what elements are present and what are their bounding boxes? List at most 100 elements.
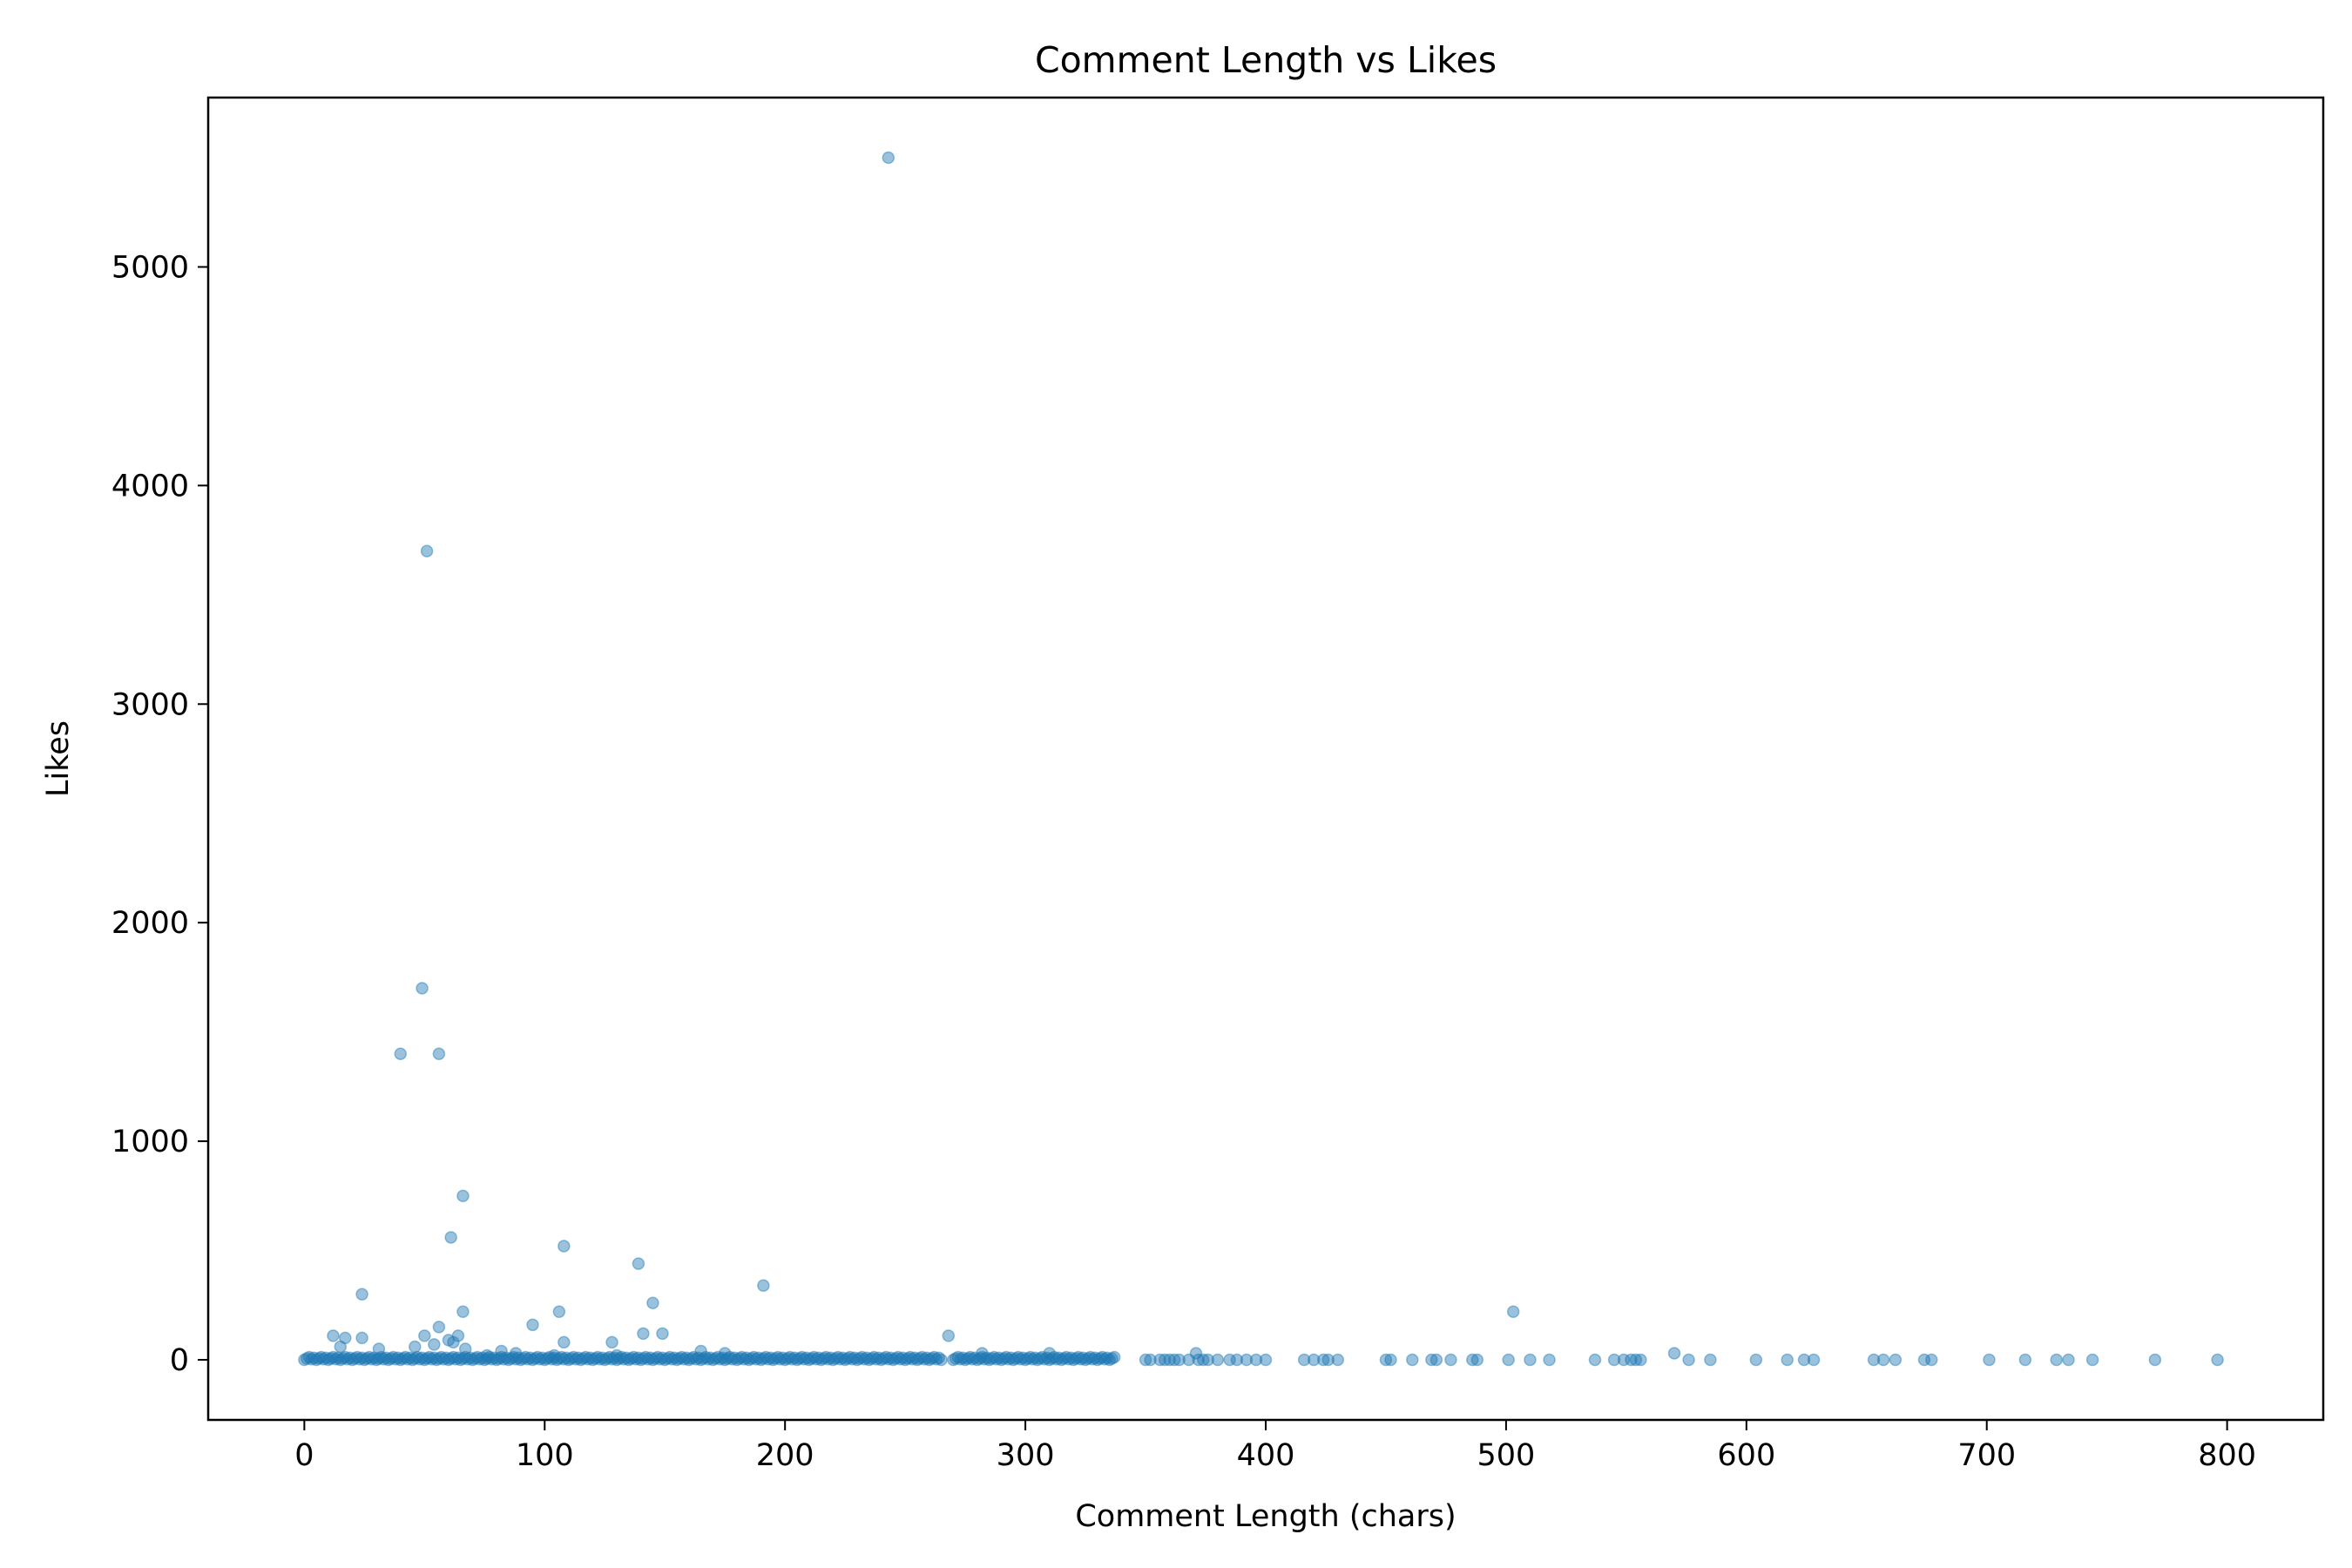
data-point	[1223, 1353, 1236, 1367]
data-point	[507, 1350, 520, 1364]
data-point	[581, 1352, 595, 1366]
data-point	[509, 1352, 523, 1366]
data-point	[442, 1353, 456, 1367]
data-point	[1876, 1353, 1890, 1367]
data-point	[488, 1351, 501, 1364]
data-point	[629, 1352, 643, 1366]
data-point	[627, 1350, 640, 1364]
data-point	[384, 1352, 397, 1365]
data-point	[608, 1351, 621, 1364]
data-point	[872, 1351, 886, 1364]
data-point	[675, 1350, 688, 1364]
data-point	[846, 1352, 859, 1366]
data-point	[545, 1352, 558, 1366]
data-point	[891, 1350, 905, 1364]
data-point	[1384, 1353, 1397, 1367]
x-tick-label: 800	[2198, 1438, 2256, 1473]
data-point	[499, 1351, 513, 1364]
data-point	[1379, 1353, 1393, 1367]
data-point	[992, 1351, 1005, 1364]
data-point	[841, 1352, 855, 1365]
data-point	[353, 1352, 367, 1366]
data-point	[509, 1347, 523, 1360]
data-point	[798, 1352, 811, 1366]
data-point	[1502, 1353, 1515, 1367]
data-point	[308, 1351, 321, 1364]
data-point	[1297, 1353, 1311, 1367]
x-axis: 0 100 200 300 400 500 600 700 800	[294, 1420, 2256, 1473]
data-point	[901, 1352, 915, 1365]
data-point	[1307, 1353, 1321, 1367]
points-layer	[298, 151, 2224, 1367]
data-point	[358, 1353, 371, 1367]
data-point	[1009, 1352, 1023, 1365]
data-point	[983, 1353, 996, 1367]
data-point	[757, 1352, 770, 1365]
data-point	[679, 1351, 693, 1364]
data-point	[805, 1352, 818, 1365]
data-point	[321, 1353, 335, 1367]
data-point	[812, 1351, 826, 1364]
data-point	[1470, 1353, 1484, 1367]
data-point	[1098, 1352, 1112, 1366]
data-point	[567, 1350, 580, 1364]
data-point	[980, 1351, 994, 1364]
data-point	[2018, 1353, 2032, 1367]
data-point	[752, 1351, 766, 1364]
data-point	[2050, 1353, 2063, 1367]
data-point	[536, 1351, 549, 1364]
data-point	[730, 1353, 744, 1367]
data-point	[1007, 1353, 1020, 1367]
data-point	[1078, 1353, 1092, 1367]
data-point	[339, 1350, 352, 1364]
data-point	[447, 1335, 460, 1349]
data-point	[403, 1351, 417, 1364]
data-point	[1021, 1352, 1035, 1365]
data-point	[1781, 1353, 1794, 1367]
data-point	[1163, 1353, 1176, 1367]
data-point	[447, 1350, 460, 1364]
x-tick-label: 300	[997, 1438, 1055, 1473]
data-point	[1201, 1353, 1215, 1367]
data-point	[1197, 1353, 1210, 1367]
data-point	[375, 1350, 388, 1364]
data-point	[1011, 1350, 1025, 1364]
data-point	[906, 1352, 919, 1366]
data-point	[543, 1350, 557, 1364]
data-point	[831, 1350, 845, 1364]
data-point	[435, 1350, 448, 1364]
data-point	[1173, 1353, 1186, 1367]
data-point	[808, 1350, 821, 1364]
data-point	[550, 1353, 564, 1367]
data-point	[1043, 1353, 1056, 1367]
data-point	[1506, 1305, 1520, 1319]
data-point	[312, 1352, 326, 1365]
data-point	[533, 1352, 547, 1366]
data-point	[327, 1329, 340, 1342]
data-point	[591, 1350, 605, 1364]
data-point	[382, 1353, 395, 1367]
data-point	[1331, 1353, 1345, 1367]
data-point	[429, 1353, 443, 1367]
data-point	[656, 1351, 669, 1364]
data-point	[449, 1352, 463, 1366]
data-point	[718, 1353, 732, 1367]
data-point	[658, 1353, 672, 1367]
data-point	[1889, 1353, 1903, 1367]
data-point	[343, 1351, 357, 1364]
data-point	[548, 1351, 561, 1364]
data-point	[976, 1347, 989, 1360]
data-point	[416, 982, 429, 995]
data-point	[761, 1352, 775, 1366]
data-point	[1682, 1353, 1695, 1367]
data-point	[610, 1348, 624, 1362]
data-point	[422, 1350, 436, 1364]
data-point	[1026, 1352, 1039, 1366]
data-point	[618, 1352, 631, 1366]
data-point	[497, 1352, 510, 1366]
data-point	[456, 1305, 470, 1319]
data-point	[540, 1352, 554, 1365]
data-point	[793, 1352, 806, 1365]
data-point	[882, 151, 896, 165]
